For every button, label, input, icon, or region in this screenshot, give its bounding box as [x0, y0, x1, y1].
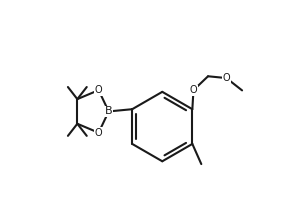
Text: B: B — [105, 106, 113, 116]
Text: O: O — [190, 85, 197, 95]
Text: O: O — [222, 73, 230, 83]
Text: O: O — [95, 85, 102, 95]
Text: O: O — [95, 128, 102, 138]
